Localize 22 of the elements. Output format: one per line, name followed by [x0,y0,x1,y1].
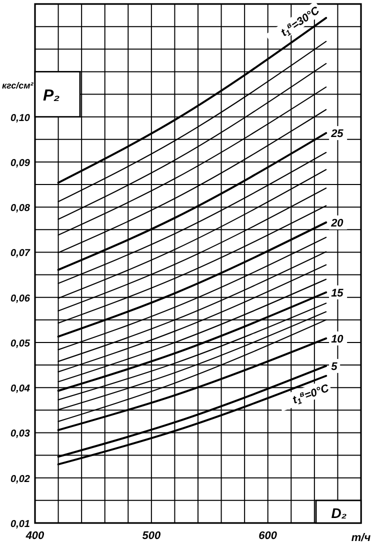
y-tick-label: 0,09 [10,158,30,169]
y-tick-label: 0,08 [10,203,30,214]
y-axis-title: P₂ [43,87,60,104]
series-label: 20 [330,217,344,230]
x-tick-label: 400 [24,530,46,542]
series-label: 15 [331,287,344,300]
text: кгс/см² [2,80,34,90]
y-tick-label: 0,10 [10,112,30,124]
x-tick-label: 600 [258,530,278,542]
y-tick-label: 0,01 [10,519,30,530]
y-tick-label: 0,06 [10,293,30,304]
y-tick-label: 0,05 [10,338,30,350]
series-label: 5 [331,360,338,373]
x-axis-title: D₂ [331,505,347,521]
series-label: 10 [331,333,344,346]
y-tick-label: 0,03 [10,428,30,440]
series-label: 25 [330,128,344,140]
y-tick-label: 0,02 [10,474,30,485]
y-tick-label: 0,07 [10,248,30,260]
text: т/ч [351,532,372,544]
y-tick-label: 0,04 [10,384,30,395]
x-tick-label: 500 [142,530,162,542]
